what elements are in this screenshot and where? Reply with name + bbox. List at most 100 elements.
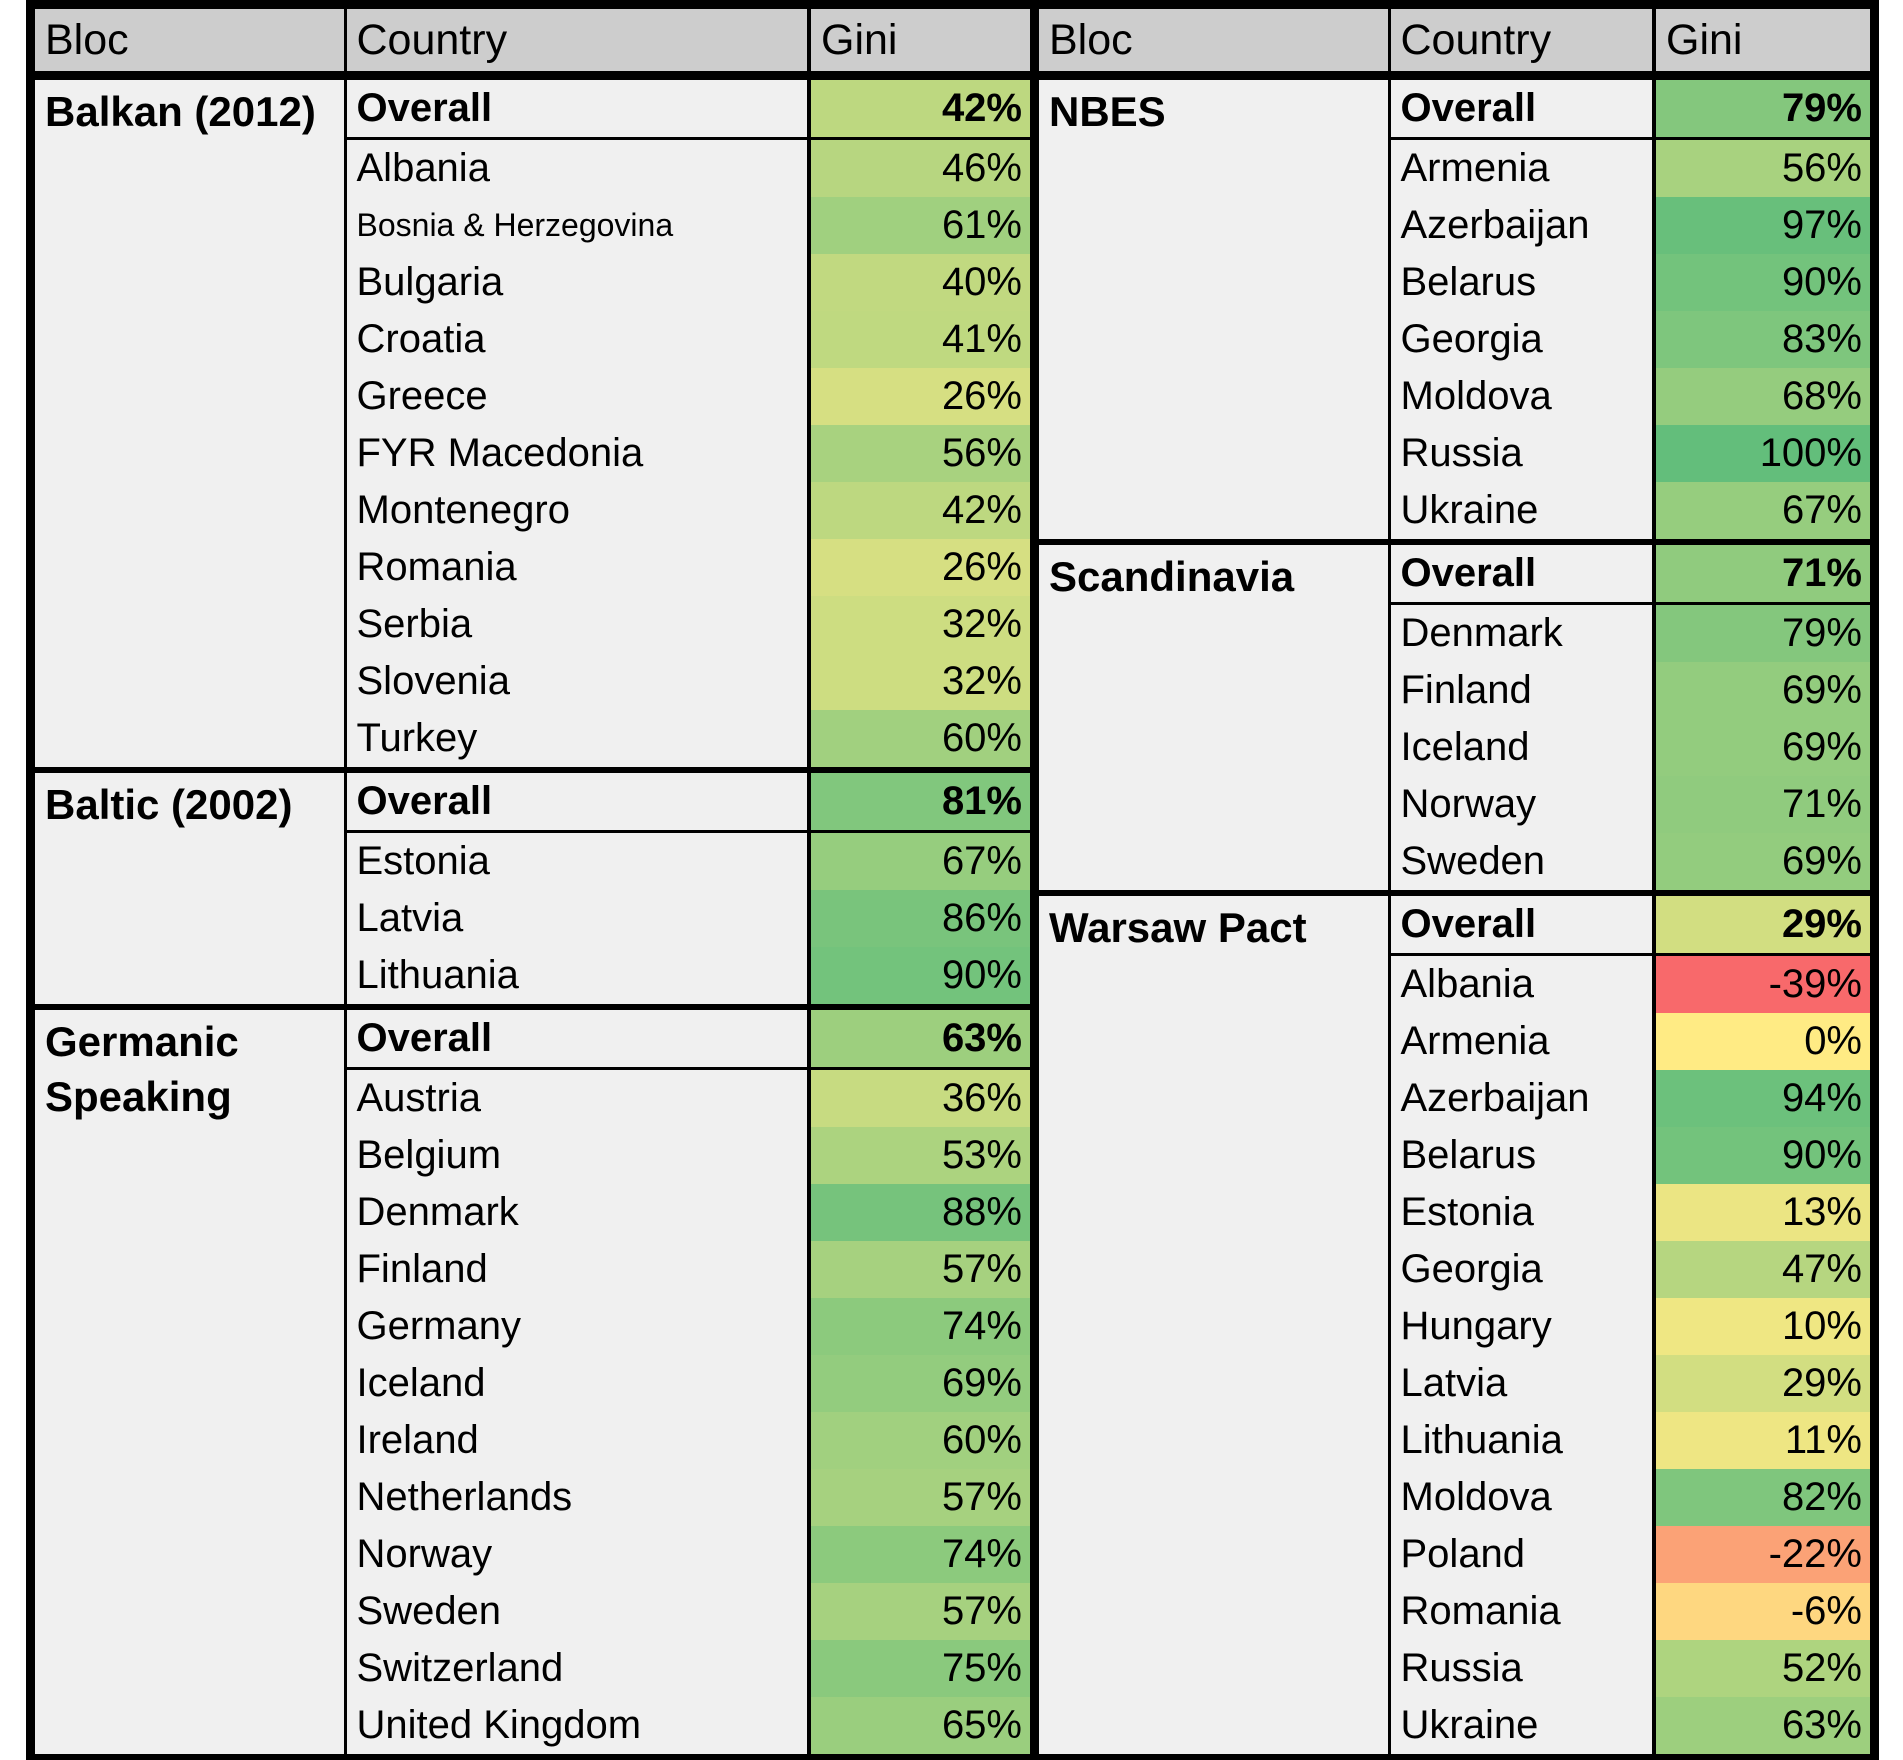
gini-value-cell: -6% bbox=[1654, 1583, 1870, 1640]
table-row: Georgia 83% bbox=[1039, 311, 1870, 368]
table-row: Sweden 57% bbox=[35, 1583, 1030, 1640]
table-row: Lithuania 90% bbox=[35, 947, 1030, 1007]
table-row: Iceland 69% bbox=[35, 1355, 1030, 1412]
gini-tables-wrapper: Bloc Country Gini Balkan (2012) Overall 42… bbox=[26, 0, 1879, 1760]
gini-value-cell: 57% bbox=[809, 1583, 1030, 1640]
country-cell: United Kingdom bbox=[345, 1697, 811, 1754]
gini-value-cell: 42% bbox=[809, 482, 1030, 539]
country-cell: Belarus bbox=[1389, 254, 1656, 311]
table-row: Azerbaijan 97% bbox=[1039, 197, 1870, 254]
country-cell: Overall bbox=[345, 767, 811, 833]
table-row: Lithuania 11% bbox=[1039, 1412, 1870, 1469]
table-row: United Kingdom 65% bbox=[35, 1697, 1030, 1754]
table-row: Finland 69% bbox=[1039, 662, 1870, 719]
country-cell: Denmark bbox=[1389, 603, 1656, 662]
table-row: Croatia 41% bbox=[35, 311, 1030, 368]
table-row: Iceland 69% bbox=[1039, 719, 1870, 776]
country-cell: Belarus bbox=[1389, 1127, 1656, 1184]
gini-value-cell: 41% bbox=[809, 311, 1030, 368]
table-row: Serbia 32% bbox=[35, 596, 1030, 653]
country-cell: Albania bbox=[345, 138, 811, 197]
country-cell: Estonia bbox=[1389, 1184, 1656, 1241]
country-cell: Russia bbox=[1389, 425, 1656, 482]
table-row: Azerbaijan 94% bbox=[1039, 1070, 1870, 1127]
gini-value-cell: -39% bbox=[1654, 954, 1870, 1013]
country-cell: Ukraine bbox=[1389, 482, 1656, 542]
table-row: Germany 74% bbox=[35, 1298, 1030, 1355]
gini-value-cell: 63% bbox=[809, 1004, 1030, 1070]
header-row: Bloc Country Gini bbox=[1039, 9, 1870, 80]
table-row: Georgia 47% bbox=[1039, 1241, 1870, 1298]
table-row: FYR Macedonia 56% bbox=[35, 425, 1030, 482]
country-cell: Latvia bbox=[1389, 1355, 1656, 1412]
country-cell: Lithuania bbox=[1389, 1412, 1656, 1469]
gini-value-cell: 40% bbox=[809, 254, 1030, 311]
country-cell: Azerbaijan bbox=[1389, 197, 1656, 254]
table-row: Ukraine 67% bbox=[1039, 482, 1870, 542]
gini-value-cell: 68% bbox=[1654, 368, 1870, 425]
gini-value-cell: 69% bbox=[809, 1355, 1030, 1412]
table-row: Russia 100% bbox=[1039, 425, 1870, 482]
country-cell: Georgia bbox=[1389, 311, 1656, 368]
gini-value-cell: 74% bbox=[809, 1526, 1030, 1583]
bloc-cell: Germanic Speaking bbox=[35, 1004, 347, 1754]
country-cell: Montenegro bbox=[345, 482, 811, 539]
table-row: Belgium 53% bbox=[35, 1127, 1030, 1184]
country-cell: Lithuania bbox=[345, 947, 811, 1007]
country-cell: Finland bbox=[1389, 662, 1656, 719]
gini-value-cell: 79% bbox=[1654, 75, 1870, 140]
gini-value-cell: 32% bbox=[809, 653, 1030, 710]
gini-value-cell: 74% bbox=[809, 1298, 1030, 1355]
header-bloc: Bloc bbox=[35, 9, 345, 80]
gini-value-cell: 63% bbox=[1654, 1697, 1870, 1754]
gini-value-cell: 90% bbox=[1654, 1127, 1870, 1184]
bloc-cell: Scandinavia bbox=[1039, 539, 1391, 893]
gini-value-cell: 42% bbox=[809, 75, 1030, 140]
gini-value-cell: 29% bbox=[1654, 1355, 1870, 1412]
table-row: Warsaw Pact Overall 29% bbox=[1039, 890, 1870, 1754]
gini-value-cell: 46% bbox=[809, 138, 1030, 197]
table-row: Denmark 88% bbox=[35, 1184, 1030, 1241]
table-row: Germanic Speaking Overall 63% bbox=[35, 1004, 1030, 1754]
table-row: Ireland 60% bbox=[35, 1412, 1030, 1469]
table-row: Montenegro 42% bbox=[35, 482, 1030, 539]
country-cell: Iceland bbox=[345, 1355, 811, 1412]
country-cell: Iceland bbox=[1389, 719, 1656, 776]
bloc-cell: Balkan (2012) bbox=[35, 75, 347, 770]
gini-value-cell: 82% bbox=[1654, 1469, 1870, 1526]
gini-value-cell: 69% bbox=[1654, 719, 1870, 776]
table-row: Finland 57% bbox=[35, 1241, 1030, 1298]
table-row: Latvia 86% bbox=[35, 890, 1030, 947]
country-cell: Armenia bbox=[1389, 1013, 1656, 1070]
table-row: Slovenia 32% bbox=[35, 653, 1030, 710]
country-cell: Belgium bbox=[345, 1127, 811, 1184]
table-row: Netherlands 57% bbox=[35, 1469, 1030, 1526]
gini-value-cell: -22% bbox=[1654, 1526, 1870, 1583]
table-row: Albania 46% bbox=[35, 138, 1030, 197]
country-cell: Moldova bbox=[1389, 1469, 1656, 1526]
table-row: Belarus 90% bbox=[1039, 1127, 1870, 1184]
table-row: Sweden 69% bbox=[1039, 833, 1870, 893]
gini-value-cell: 69% bbox=[1654, 833, 1870, 893]
table-row: Moldova 68% bbox=[1039, 368, 1870, 425]
country-cell: Ukraine bbox=[1389, 1697, 1656, 1754]
gini-value-cell: 60% bbox=[809, 710, 1030, 770]
country-cell: Estonia bbox=[345, 831, 811, 890]
country-cell: Austria bbox=[345, 1068, 811, 1127]
country-cell: Turkey bbox=[345, 710, 811, 770]
table-row: Belarus 90% bbox=[1039, 254, 1870, 311]
country-cell: FYR Macedonia bbox=[345, 425, 811, 482]
gini-value-cell: 29% bbox=[1654, 890, 1870, 956]
gini-value-cell: 100% bbox=[1654, 425, 1870, 482]
country-cell: Switzerland bbox=[345, 1640, 811, 1697]
table-row: Austria 36% bbox=[35, 1068, 1030, 1127]
header-gini: Gini bbox=[807, 9, 1030, 80]
country-cell: Ireland bbox=[345, 1412, 811, 1469]
gini-value-cell: 56% bbox=[1654, 138, 1870, 197]
table-row: Moldova 82% bbox=[1039, 1469, 1870, 1526]
table-row: Armenia 56% bbox=[1039, 138, 1870, 197]
country-cell: Norway bbox=[345, 1526, 811, 1583]
gini-value-cell: 83% bbox=[1654, 311, 1870, 368]
country-cell: Germany bbox=[345, 1298, 811, 1355]
gini-value-cell: 71% bbox=[1654, 776, 1870, 833]
